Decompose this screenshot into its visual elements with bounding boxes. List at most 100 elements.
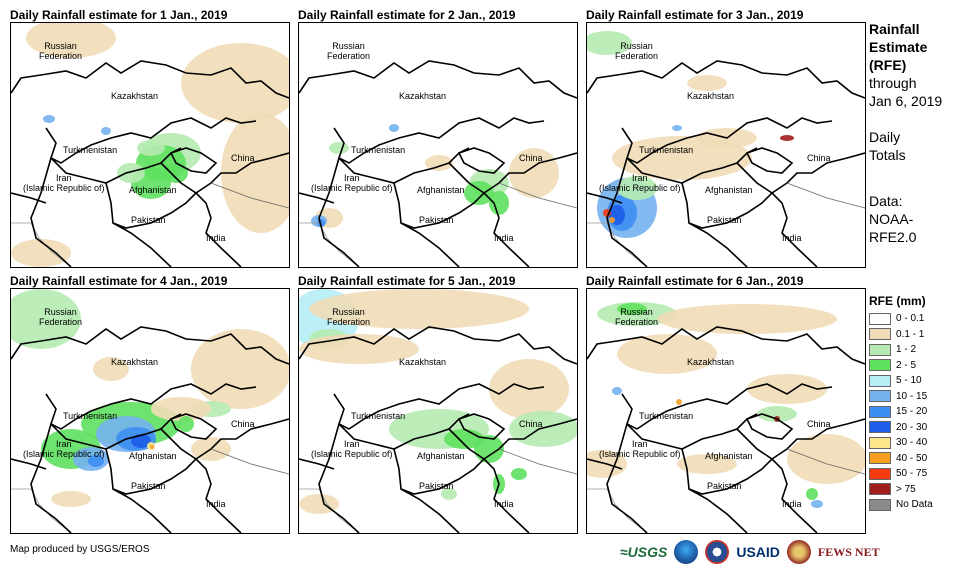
fews-net-globe-icon (786, 540, 811, 564)
country-label-turkmenistan: Turkmenistan (63, 411, 118, 421)
country-label-russia: Russian Federation (327, 41, 371, 61)
rainfall-area (464, 181, 494, 205)
usgs-logo-text: ≈USGS (620, 544, 668, 560)
usaid-logo-text: USAID (736, 544, 780, 560)
country-border (50, 147, 182, 184)
rainfall-area (806, 488, 818, 500)
legend-item: 10 - 15 (869, 389, 961, 405)
country-label-china: China (519, 419, 543, 429)
country-label-russia: Russian Federation (615, 307, 659, 327)
legend-item: 0 - 0.1 (869, 311, 961, 327)
country-border (626, 413, 758, 450)
noaa-logo-icon (674, 540, 699, 564)
legend-item: 5 - 10 (869, 373, 961, 389)
usaid-seal-icon (705, 540, 730, 564)
legend-swatch (869, 328, 891, 341)
legend-item: No Data (869, 497, 961, 513)
rainfall-area (757, 406, 797, 422)
legend-swatch (869, 467, 891, 480)
panel-title: Daily Rainfall estimate for 3 Jan., 2019 (586, 8, 804, 22)
legend-swatch (869, 405, 891, 418)
info-line: RFE2.0 (869, 229, 917, 245)
country-border (169, 147, 218, 174)
map-info-text: Rainfall Estimate (RFE) through Jan 6, 2… (869, 20, 961, 246)
country-label-russia: Russian Federation (39, 41, 83, 61)
country-border (681, 162, 774, 229)
rainfall-area (117, 163, 145, 183)
rainfall-area (11, 239, 71, 267)
panel-title: Daily Rainfall estimate for 5 Jan., 2019 (298, 274, 516, 288)
rainfall-area (131, 434, 151, 448)
country-border (195, 192, 242, 267)
country-label-china: China (231, 153, 255, 163)
legend-label: 30 - 40 (896, 437, 928, 449)
rainfall-area (474, 435, 504, 463)
rainfall-area (672, 125, 682, 131)
fews-net-logo-text: FEWS NET (817, 544, 880, 559)
country-border (393, 162, 486, 229)
info-line: Totals (869, 147, 906, 163)
info-line: NOAA- (869, 211, 914, 227)
legend-swatch (869, 312, 891, 325)
external-border (210, 182, 289, 209)
country-border (688, 222, 748, 267)
legend-label: 5 - 10 (896, 375, 922, 387)
country-border (299, 326, 577, 365)
country-border (45, 383, 257, 430)
country-border (771, 192, 818, 267)
country-label-kazakhstan: Kazakhstan (399, 357, 447, 367)
country-label-iran: Iran (Islamic Republic of) (311, 439, 393, 459)
country-border (299, 192, 335, 204)
external-border (786, 182, 865, 209)
legend-label: No Data (896, 499, 933, 511)
country-label-turkmenistan: Turkmenistan (351, 411, 406, 421)
country-border (169, 413, 218, 440)
rfe-legend: RFE (mm) 0 - 0.1 0.1 - 1 1 - 2 2 - 5 5 - 10 1… (869, 294, 961, 513)
country-border (11, 60, 289, 99)
rainfall-area (93, 357, 129, 381)
country-label-kazakhstan: Kazakhstan (687, 91, 735, 101)
country-border (587, 192, 623, 204)
country-border (333, 117, 545, 164)
legend-label: > 75 (896, 483, 916, 495)
legend-swatch (869, 374, 891, 387)
country-label-turkmenistan: Turkmenistan (639, 145, 694, 155)
rainfall-area (617, 334, 717, 374)
rainfall-map: Russian Federation Kazakhstan Turkmenistan I… (10, 22, 290, 268)
rainfall-area (51, 491, 91, 507)
info-line: Data: (869, 193, 903, 209)
country-label-kazakhstan: Kazakhstan (111, 91, 159, 101)
country-border (338, 147, 470, 184)
country-label-pakistan: Pakistan (419, 215, 454, 225)
rainfall-area (425, 155, 453, 171)
country-border (606, 157, 648, 267)
rainfall-area (329, 142, 349, 154)
rainfall-area (101, 127, 111, 135)
country-label-kazakhstan: Kazakhstan (399, 91, 447, 101)
country-label-pakistan: Pakistan (707, 481, 742, 491)
legend-swatch (869, 390, 891, 403)
legend-item: > 75 (869, 482, 961, 498)
rainfall-area (687, 75, 727, 91)
rainfall-area (88, 455, 104, 467)
country-border (11, 192, 47, 204)
country-label-iran: Iran (Islamic Republic of) (599, 173, 681, 193)
country-border (318, 423, 360, 533)
country-border (112, 488, 172, 533)
country-border (771, 458, 818, 533)
country-label-afghanistan: Afghanistan (705, 451, 753, 461)
country-border (483, 458, 530, 533)
country-label-china: China (231, 419, 255, 429)
rainfall-area (150, 445, 154, 449)
country-border (393, 428, 486, 495)
map-canvas (299, 289, 577, 533)
rainfall-area (43, 115, 55, 123)
rainfall-area (11, 289, 81, 349)
country-label-india: India (494, 233, 514, 243)
rainfall-area (309, 289, 529, 329)
legend-swatch (869, 421, 891, 434)
panel-title: Daily Rainfall estimate for 4 Jan., 2019 (10, 274, 228, 288)
country-label-kazakhstan: Kazakhstan (687, 357, 735, 367)
country-border (745, 413, 794, 440)
country-label-afghanistan: Afghanistan (705, 185, 753, 195)
